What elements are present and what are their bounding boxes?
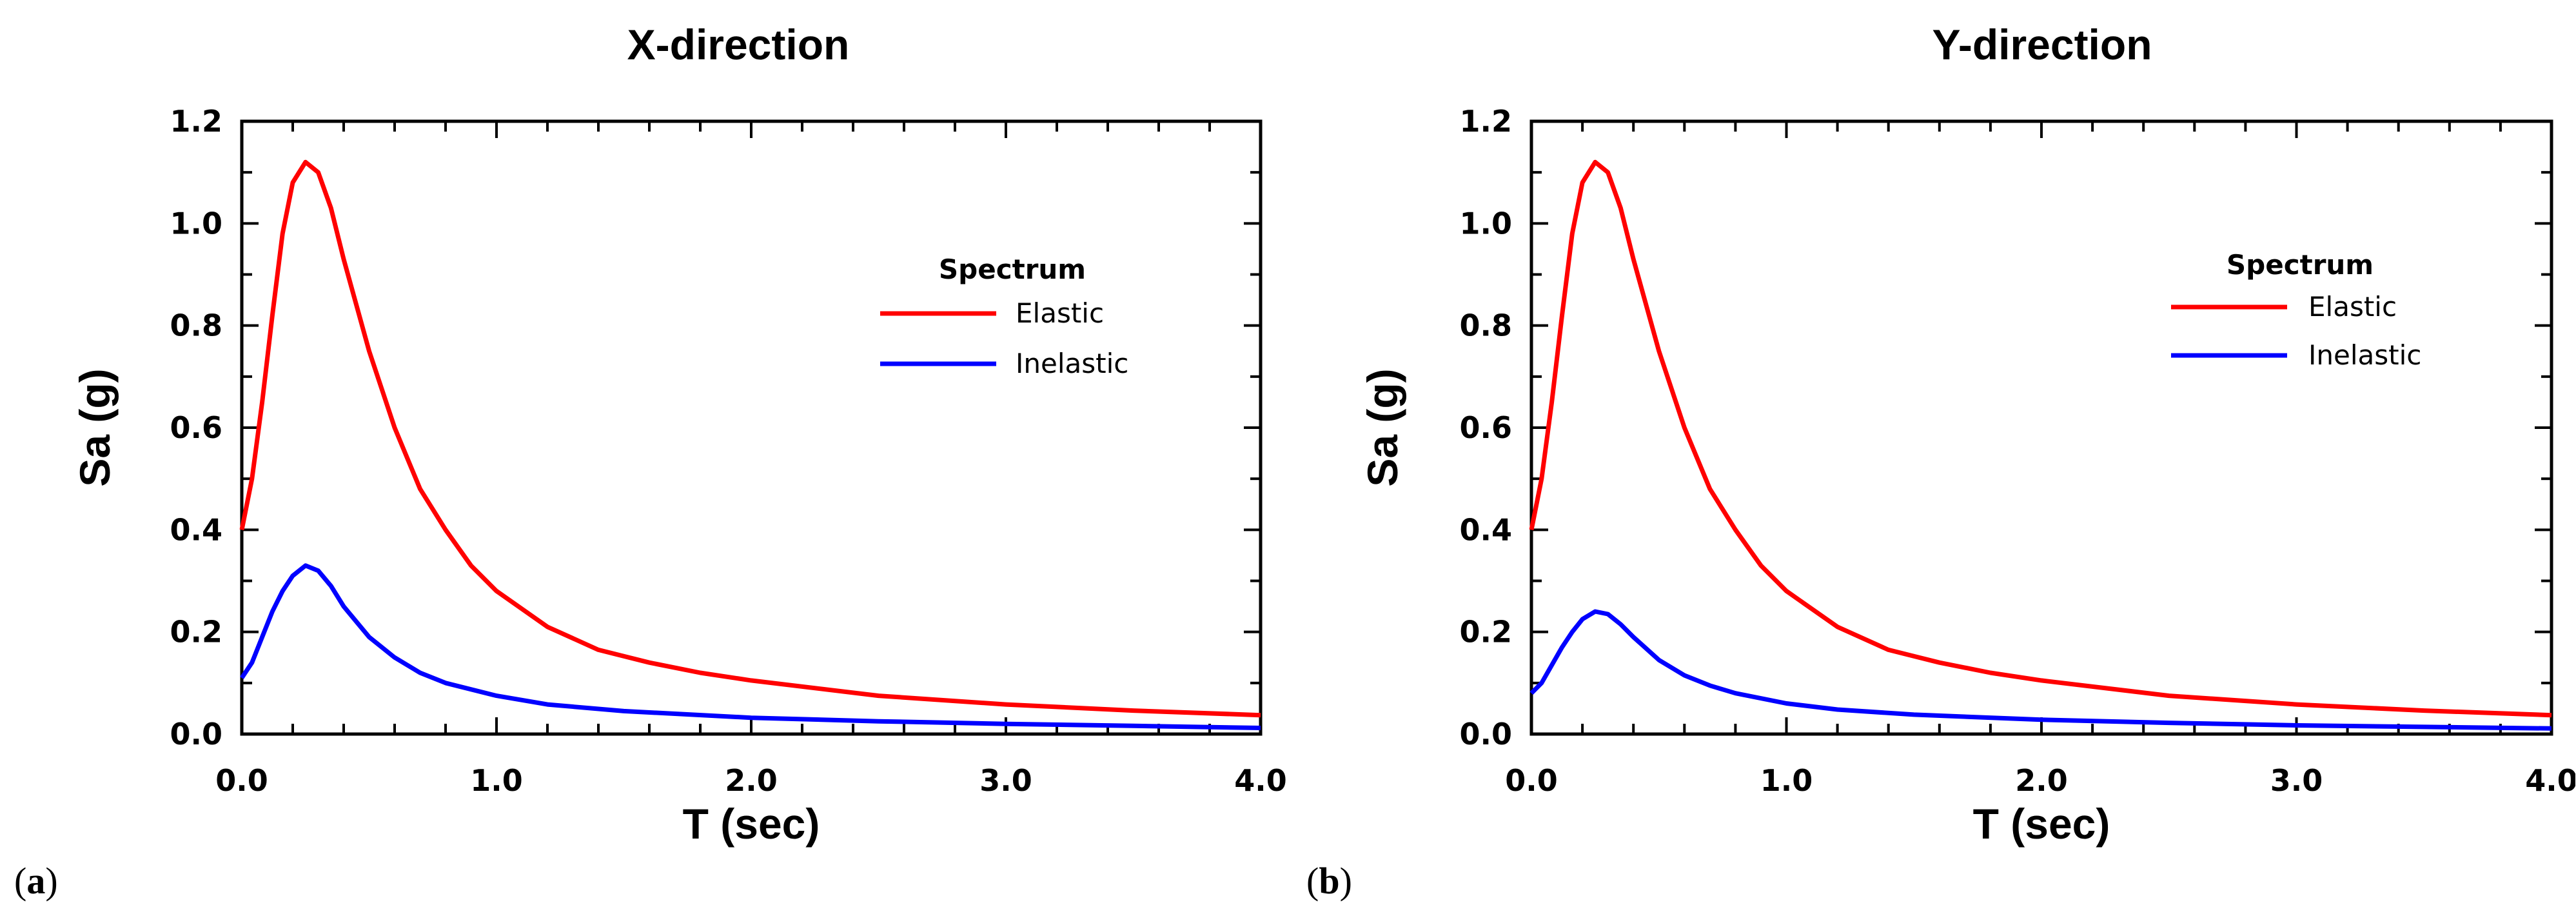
- panel-b-y-tick-label: 0.0: [1460, 717, 1513, 751]
- panel-a-y-tick-label: 0.6: [170, 410, 223, 445]
- panel-b-x-tick-label: 0.0: [1505, 763, 1558, 798]
- panel-b-y-axis-label: Sa (g): [1359, 368, 1406, 486]
- panel-a-y-axis-label: Sa (g): [71, 368, 119, 486]
- panel-b-x-tick-label: 3.0: [2270, 763, 2323, 798]
- panel-a-legend-label-elastic: Elastic: [1016, 297, 1104, 329]
- panel-a-label: (a): [14, 860, 58, 902]
- panel-a-y-tick-label: 0.8: [170, 308, 223, 343]
- chart-panel-b: Y-direction 0.0 1.0 2.0 3.0 4.0 0.0 0.2 0.4 0.6 0.…: [1306, 21, 2575, 902]
- panel-b-series-elastic-line: [1529, 159, 2552, 718]
- panel-b-y-tick-label: 1.0: [1460, 206, 1513, 241]
- panel-b-x-tick-label: 4.0: [2525, 763, 2575, 798]
- panel-b-legend-label-inelastic: Inelastic: [2308, 339, 2421, 371]
- panel-b-legend-title: Spectrum: [2227, 249, 2374, 281]
- panel-b-x-tick-label: 2.0: [2015, 763, 2068, 798]
- panel-a-x-tick-label: 3.0: [979, 763, 1032, 798]
- panel-a-y-tick-label: 0.2: [170, 615, 223, 650]
- panel-a-x-tick-label: 1.0: [470, 763, 523, 798]
- panel-a-x-tick-label: 0.0: [215, 763, 268, 798]
- panel-a-x-axis-label: T (sec): [683, 800, 820, 848]
- panel-b-y-tick-label: 0.2: [1460, 615, 1513, 650]
- panel-a-title: X-direction: [627, 21, 850, 68]
- panel-b-legend-label-elastic: Elastic: [2308, 291, 2397, 323]
- panel-a-legend-title: Spectrum: [939, 254, 1086, 285]
- panel-a-legend-label-inelastic: Inelastic: [1016, 348, 1128, 379]
- panel-b-label-letter: b: [1319, 860, 1339, 902]
- panel-a-y-tick-label: 1.0: [170, 206, 223, 241]
- panel-a-y-tick-label: 0.4: [170, 512, 223, 547]
- panel-b-y-tick-label: 0.6: [1460, 410, 1513, 445]
- panel-a-y-tick-label: 1.2: [170, 104, 223, 139]
- panel-b-y-tick-label: 1.2: [1460, 104, 1513, 139]
- panel-a-y-tick-label: 0.0: [170, 717, 223, 751]
- panel-a-x-tick-label: 4.0: [1234, 763, 1287, 798]
- chart-panel-a: X-direction 0.0 1.0 2.0 3.0 4.0 0.0 0.2 0.4 0.6 0.…: [14, 21, 1287, 902]
- panel-b-y-tick-label: 0.8: [1460, 308, 1513, 343]
- panel-b-x-tick-label: 1.0: [1760, 763, 1813, 798]
- panel-a-series-inelastic-line: [240, 563, 1261, 730]
- panel-b-y-tick-label: 0.4: [1460, 512, 1513, 547]
- panel-a-x-tick-label: 2.0: [725, 763, 778, 798]
- panel-b-label: (b): [1306, 860, 1352, 902]
- panel-b-title: Y-direction: [1932, 21, 2152, 68]
- panel-b-series-inelastic-line: [1529, 609, 2552, 731]
- panel-a-label-letter: a: [26, 860, 45, 902]
- panel-b-x-axis-label: T (sec): [1973, 800, 2110, 848]
- panel-a-series-elastic-line: [239, 159, 1261, 718]
